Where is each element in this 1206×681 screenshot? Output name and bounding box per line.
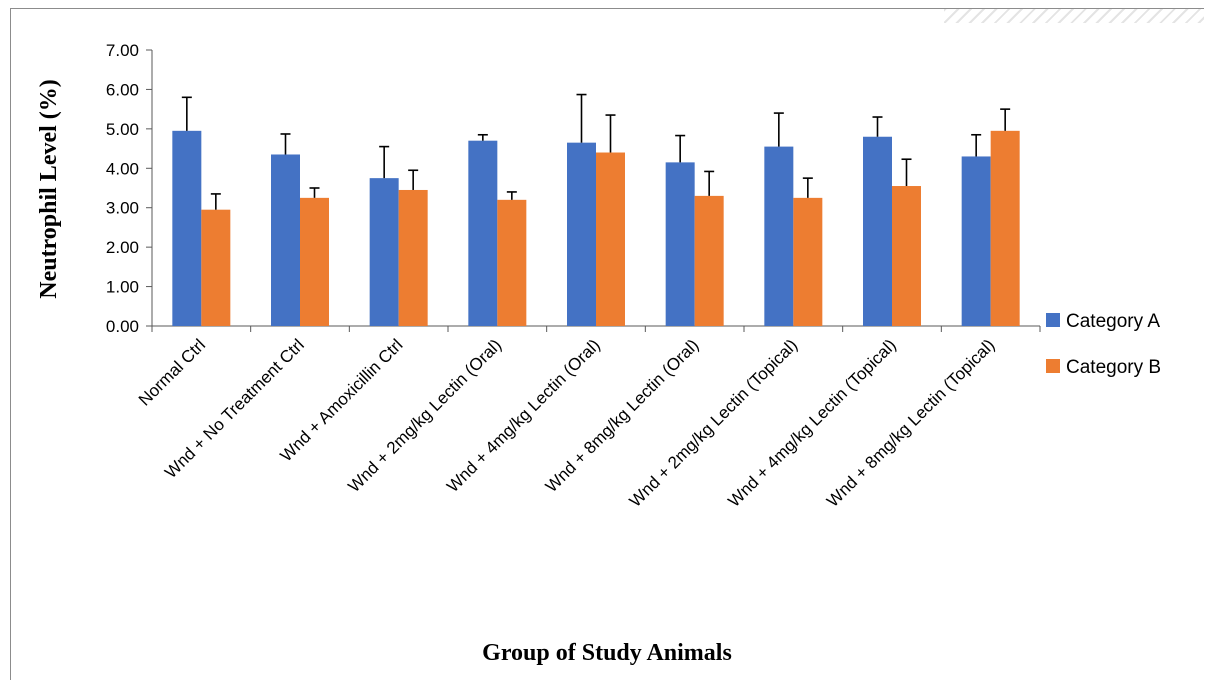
y-tick-label: 3.00 xyxy=(106,199,139,218)
bar-category-b xyxy=(793,197,823,326)
bar-category-a xyxy=(468,140,498,326)
bar-category-a xyxy=(172,130,202,326)
y-tick-label: 6.00 xyxy=(106,80,139,99)
y-axis-title: Neutrophil Level (%) xyxy=(36,79,62,299)
y-tick-label: 1.00 xyxy=(106,278,139,297)
legend-label: Category A xyxy=(1066,311,1160,332)
bar-category-a xyxy=(369,178,399,326)
bar-category-a xyxy=(961,156,991,326)
y-tick-labels: 0.00 1.00 2.00 3.00 4.00 5.00 6.00 7.00 xyxy=(106,41,139,336)
bar-category-a xyxy=(567,142,596,326)
bar-category-b xyxy=(201,209,231,326)
decorative-hatch xyxy=(944,9,1204,23)
y-tick-label: 0.00 xyxy=(106,317,139,336)
bar-category-a xyxy=(863,136,892,326)
x-axis-title: Group of Study Animals xyxy=(482,640,732,666)
x-tick-label: Wnd + 4mg/kg Lectin (Topical) xyxy=(724,335,899,510)
bar-category-b xyxy=(497,199,527,326)
bar-category-b xyxy=(398,189,428,326)
x-tick-label: Normal Ctrl xyxy=(135,335,209,409)
bar-category-b xyxy=(694,195,724,326)
y-tick-label: 2.00 xyxy=(106,238,139,257)
legend-swatch xyxy=(1046,359,1060,373)
error-bars xyxy=(181,93,1011,210)
bar-category-b xyxy=(596,152,625,326)
bar-category-a xyxy=(665,162,695,326)
legend-label: Category B xyxy=(1066,357,1161,378)
y-tick-label: 5.00 xyxy=(106,120,139,139)
bar-category-a xyxy=(764,146,794,326)
bars xyxy=(172,130,1020,326)
x-tick-label: Wnd + 8mg/kg Lectin (Topical) xyxy=(823,335,998,510)
x-tick-label: Wnd + 2mg/kg Lectin (Topical) xyxy=(626,335,801,510)
y-tick-label: 7.00 xyxy=(106,41,139,60)
bar-category-a xyxy=(271,154,300,326)
legend-swatch xyxy=(1046,313,1060,327)
bar-category-b xyxy=(892,186,921,326)
y-tick-label: 4.00 xyxy=(106,159,139,178)
legend: Category A Category B xyxy=(1046,311,1161,378)
bar-category-b xyxy=(300,197,329,326)
bar-category-b xyxy=(990,130,1020,326)
